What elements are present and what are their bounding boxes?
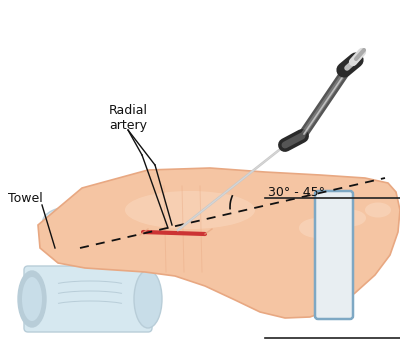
Text: Radial
artery: Radial artery	[108, 103, 148, 132]
Ellipse shape	[134, 270, 162, 328]
Ellipse shape	[334, 209, 366, 227]
Ellipse shape	[299, 218, 337, 238]
Ellipse shape	[365, 203, 391, 217]
Polygon shape	[38, 168, 400, 318]
Text: 30° - 45°: 30° - 45°	[268, 185, 325, 198]
Ellipse shape	[125, 191, 255, 229]
Ellipse shape	[42, 206, 108, 238]
Ellipse shape	[22, 277, 42, 321]
FancyBboxPatch shape	[315, 191, 353, 319]
Ellipse shape	[18, 271, 46, 327]
Text: Towel: Towel	[8, 191, 43, 204]
FancyBboxPatch shape	[24, 266, 152, 332]
